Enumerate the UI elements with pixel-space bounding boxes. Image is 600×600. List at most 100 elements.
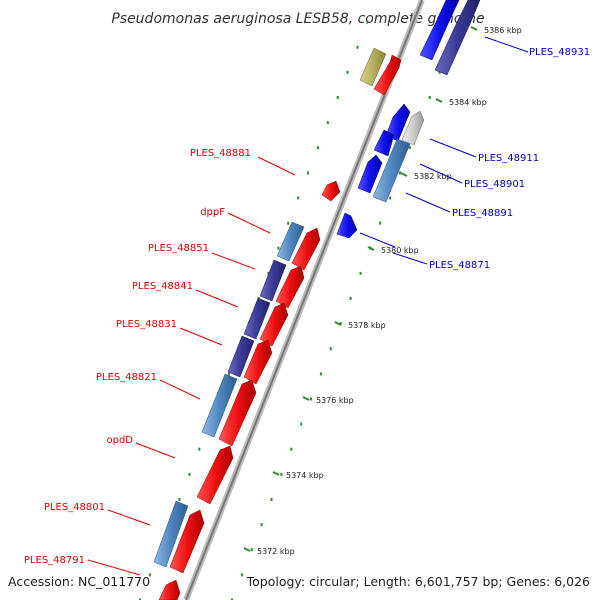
major-tick	[272, 471, 280, 476]
major-tick	[334, 321, 342, 326]
forward-strand-features	[158, 47, 402, 600]
feature-label[interactable]: PLES_48851	[148, 243, 209, 254]
scale-dot	[297, 196, 300, 200]
cds-feature[interactable]	[321, 180, 341, 202]
cds-feature[interactable]	[373, 129, 395, 157]
cds-feature[interactable]	[158, 579, 181, 600]
cds-feature[interactable]	[372, 138, 411, 203]
feature-label[interactable]: PLES_48831	[116, 319, 177, 330]
feature-label[interactable]: opdD	[106, 435, 133, 446]
cds-feature[interactable]	[434, 0, 481, 76]
feature-label[interactable]: PLES_48901	[464, 179, 525, 190]
scale-dot	[316, 146, 319, 150]
cds-feature[interactable]	[276, 221, 305, 262]
right-leader-lines	[359, 36, 529, 265]
scale-label: 5380 kbp	[381, 246, 419, 255]
scale-dot	[408, 146, 411, 150]
cds-feature[interactable]	[357, 154, 383, 194]
reverse-strand-features	[153, 221, 305, 568]
cds-feature[interactable]	[218, 379, 257, 447]
cds-feature[interactable]	[373, 54, 402, 96]
scale-dot	[300, 422, 303, 426]
scale-dot	[188, 472, 191, 476]
scale-label: 5372 kbp	[257, 547, 295, 556]
cds-feature[interactable]	[196, 445, 234, 505]
cds-feature[interactable]	[275, 265, 305, 309]
scale-dot	[287, 221, 290, 225]
scale-dot	[379, 221, 382, 225]
major-tick	[367, 246, 375, 251]
left-feature-labels: PLES_48881 dppF PLES_48851 PLES_48841 PL…	[24, 148, 251, 566]
scale-dot	[290, 447, 293, 451]
major-tick	[302, 396, 310, 401]
scale-label: 5382 kbp	[414, 172, 452, 181]
scale-dot	[366, 20, 369, 24]
cds-feature[interactable]	[385, 103, 411, 142]
cds-feature[interactable]	[243, 297, 271, 340]
scale-dot	[277, 246, 280, 250]
scale-dot	[438, 70, 441, 74]
cds-feature[interactable]	[201, 373, 238, 438]
cds-feature[interactable]	[259, 302, 289, 347]
cds-feature[interactable]	[359, 47, 387, 87]
cds-feature[interactable]	[291, 227, 321, 271]
genome-summary-text: Topology: circular; Length: 6,601,757 bp…	[246, 574, 590, 589]
scale-dot	[326, 121, 329, 125]
feature-label[interactable]: PLES_48931	[529, 47, 590, 58]
map-title: Pseudomonas aeruginosa LESB58, complete …	[111, 11, 484, 27]
feature-label[interactable]: PLES_48791	[24, 555, 85, 566]
scale-dot	[267, 271, 270, 275]
scale-label: 5374 kbp	[286, 471, 324, 480]
scale-dot	[148, 573, 151, 577]
scale-dot	[428, 96, 431, 99]
scale-dot	[227, 372, 230, 376]
left-leader-lines	[87, 156, 296, 576]
major-tick	[400, 172, 408, 177]
feature-label[interactable]: PLES_48801	[44, 502, 105, 513]
major-tick	[470, 26, 478, 31]
scale-dot	[399, 171, 401, 175]
cds-feature[interactable]	[153, 500, 189, 568]
scale-dot	[270, 498, 273, 501]
outer-ring-features	[336, 0, 481, 239]
scale-label: 5378 kbp	[348, 321, 386, 330]
cds-feature[interactable]	[419, 0, 460, 61]
cds-feature[interactable]	[243, 339, 273, 385]
scale-dot	[329, 347, 332, 351]
feature-label[interactable]: PLES_48881	[190, 148, 251, 159]
cds-feature[interactable]	[259, 259, 287, 302]
scale-label: 5376 kbp	[316, 396, 354, 405]
outer-ring-dots	[231, 20, 461, 600]
scale-dot	[339, 322, 342, 326]
scale-dot	[231, 598, 233, 600]
scale-dot	[198, 447, 201, 451]
feature-label[interactable]: PLES_48911	[478, 153, 539, 164]
scale-dot	[359, 271, 362, 275]
scale-dot	[260, 523, 263, 527]
scale-dot	[307, 171, 309, 175]
backbone	[183, 0, 425, 600]
feature-label[interactable]: PLES_48821	[96, 372, 157, 383]
major-tick-marks	[243, 26, 478, 552]
scale-dot	[389, 196, 392, 200]
scale-label: 5386 kbp	[484, 26, 522, 35]
cds-feature[interactable]	[336, 212, 358, 239]
major-tick	[435, 98, 443, 103]
cds-feature[interactable]	[169, 509, 205, 574]
scale-dot	[240, 573, 243, 577]
scale-dot	[280, 472, 283, 476]
scale-dot	[319, 372, 322, 376]
accession-text: Accession: NC_011770	[8, 574, 150, 589]
scale-label: 5384 kbp	[449, 98, 487, 107]
scale-dot	[178, 498, 181, 501]
scale-dot	[356, 45, 359, 49]
feature-label[interactable]: dppF	[200, 207, 225, 218]
feature-label[interactable]: PLES_48841	[132, 281, 193, 292]
scale-dot	[139, 598, 141, 600]
cds-feature[interactable]	[401, 110, 425, 146]
cds-feature[interactable]	[227, 335, 255, 378]
right-feature-labels: PLES_48931 PLES_48911 PLES_48901 PLES_48…	[429, 47, 590, 271]
feature-label[interactable]: PLES_48871	[429, 260, 490, 271]
feature-label[interactable]: PLES_48891	[452, 208, 513, 219]
